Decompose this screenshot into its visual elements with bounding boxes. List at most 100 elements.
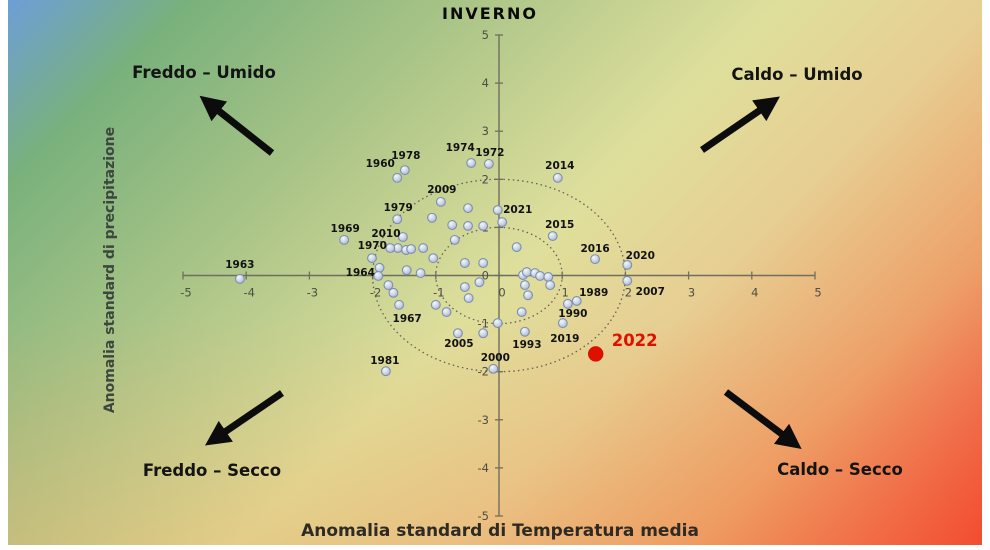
- data-point: [374, 262, 385, 273]
- data-point: [401, 265, 412, 276]
- year-label-1970: 1970: [358, 240, 387, 252]
- year-label-1967: 1967: [393, 313, 422, 325]
- data-point: [463, 293, 474, 304]
- data-point: [557, 318, 568, 329]
- data-point: [406, 244, 417, 254]
- data-point: [492, 318, 503, 329]
- data-point: [459, 282, 470, 292]
- data-point: [399, 165, 410, 176]
- data-point: [552, 172, 563, 183]
- data-point: [497, 217, 508, 228]
- data-point: [430, 299, 441, 310]
- data-point: [545, 280, 556, 291]
- y-tick-label: -4: [478, 461, 489, 475]
- data-point: [380, 366, 391, 377]
- quadrant-label-freddo-umido: Freddo – Umido: [132, 63, 276, 82]
- year-label-1981: 1981: [370, 355, 399, 367]
- data-point: [590, 254, 601, 265]
- year-label-1979: 1979: [384, 202, 413, 214]
- year-label-1993: 1993: [512, 339, 541, 351]
- data-point: [452, 328, 463, 339]
- data-point: [428, 253, 439, 264]
- data-point: [392, 214, 403, 225]
- year-label-1963: 1963: [225, 259, 254, 271]
- year-label-1964: 1964: [346, 267, 375, 279]
- x-tick-label: -5: [180, 286, 191, 300]
- data-point: [415, 268, 426, 279]
- y-tick-label: 3: [482, 124, 489, 138]
- data-point: [488, 363, 499, 374]
- data-point: [543, 271, 554, 282]
- arrow-bottom-left: [205, 390, 284, 446]
- x-tick-label: 5: [814, 286, 821, 300]
- x-tick-label: 3: [688, 286, 695, 300]
- y-tick-label: -1: [478, 317, 489, 331]
- x-tick-label: -4: [243, 286, 254, 300]
- data-points: [234, 157, 633, 377]
- x-tick-label: 2: [625, 286, 632, 300]
- y-axis-title: Anomalia standard di precipitazione: [102, 126, 118, 414]
- data-point: [562, 298, 573, 309]
- y-tick-label: -5: [478, 509, 489, 523]
- year-label-2009: 2009: [427, 184, 456, 196]
- data-point: [388, 287, 399, 298]
- year-label-1989: 1989: [579, 287, 608, 299]
- data-point: [521, 267, 532, 278]
- data-point: [435, 196, 446, 207]
- year-label-2021: 2021: [503, 204, 532, 216]
- data-point: [397, 232, 408, 242]
- y-tick-label: 4: [482, 76, 489, 90]
- arrow-bottom-right: [723, 389, 802, 450]
- data-point: [427, 212, 437, 223]
- y-tick-label: 5: [482, 28, 489, 42]
- data-point: [535, 271, 546, 281]
- data-point: [373, 271, 384, 281]
- year-label-1960: 1960: [366, 158, 395, 170]
- year-label-1969: 1969: [331, 223, 360, 235]
- x-tick-label: -2: [370, 286, 381, 300]
- x-tick-label: -3: [307, 286, 318, 300]
- data-point: [339, 234, 350, 245]
- year-label-2015: 2015: [545, 219, 574, 231]
- highlight-point-2022: [587, 346, 604, 362]
- data-point: [478, 258, 489, 268]
- data-point: [519, 326, 530, 337]
- data-point: [511, 242, 522, 253]
- data-point: [622, 259, 633, 270]
- data-point: [383, 280, 394, 291]
- year-label-2014: 2014: [545, 160, 574, 172]
- data-point: [516, 307, 527, 318]
- year-label-1972: 1972: [475, 147, 504, 159]
- data-point: [463, 221, 473, 231]
- x-tick-label: 0: [498, 286, 505, 300]
- data-point: [547, 231, 558, 242]
- year-label-1990: 1990: [558, 308, 587, 320]
- data-point: [519, 280, 530, 291]
- quadrant-arrows: [199, 95, 802, 450]
- data-point: [466, 157, 477, 168]
- data-point: [492, 205, 503, 216]
- year-label-2019: 2019: [550, 333, 579, 345]
- year-label-2000: 2000: [481, 352, 510, 364]
- x-tick-label: 4: [751, 286, 758, 300]
- x-tick-label: 1: [562, 286, 569, 300]
- quadrant-label-caldo-umido: Caldo – Umido: [731, 65, 863, 84]
- data-point: [523, 290, 534, 301]
- quadrant-label-freddo-secco: Freddo – Secco: [142, 461, 282, 480]
- data-point: [463, 203, 473, 214]
- year-label-2020: 2020: [626, 250, 655, 262]
- arrow-top-left: [199, 95, 275, 156]
- year-label-2007: 2007: [636, 286, 665, 298]
- y-tick-label: 0: [482, 269, 489, 283]
- year-label-1978: 1978: [391, 150, 420, 162]
- data-point: [571, 296, 582, 306]
- data-point: [234, 273, 245, 284]
- x-axis-title: Anomalia standard di Temperatura media: [301, 521, 699, 541]
- year-label-1974: 1974: [446, 142, 475, 154]
- data-point: [418, 243, 429, 254]
- arrow-top-right: [700, 96, 780, 153]
- year-label-2016: 2016: [580, 243, 609, 255]
